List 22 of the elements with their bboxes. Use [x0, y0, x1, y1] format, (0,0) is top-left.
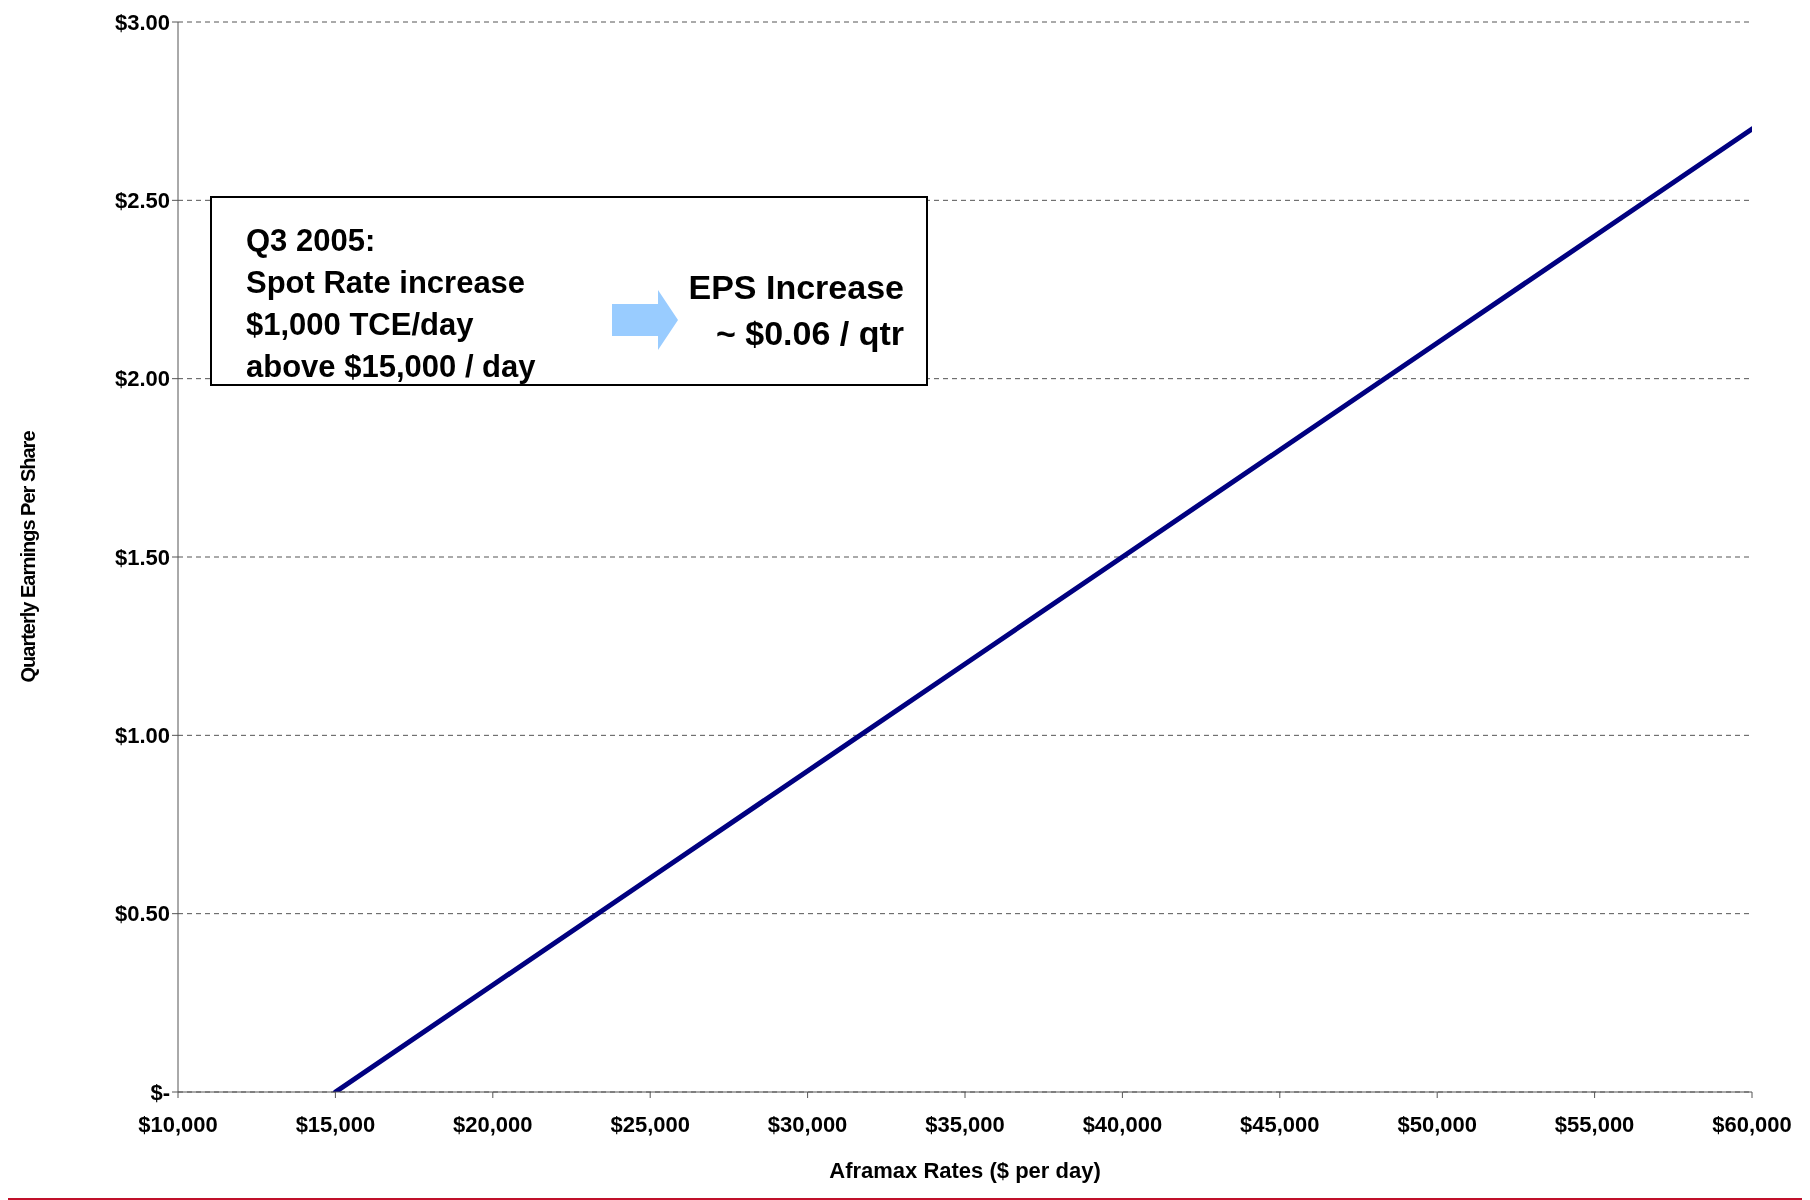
x-tick-label: $60,000	[1712, 1111, 1792, 1137]
y-tick-label: $2.00	[114, 366, 170, 392]
x-tick-label: $45,000	[1240, 1111, 1320, 1137]
x-tick-label: $25,000	[610, 1111, 690, 1137]
annotation: Q3 2005: Spot Rate increase $1,000 TCE/day above $15,000 / day	[246, 222, 536, 386]
y-tick-label: $-	[150, 1079, 170, 1105]
x-tick-label: $50,000	[1397, 1111, 1477, 1137]
annotation: EPS Increase ~ $0.06 / qtr	[688, 267, 904, 354]
y-tick-label: $2.50	[114, 188, 170, 214]
y-tick-label: $0.50	[114, 901, 170, 927]
y-axis-title: Quarterly Earnings Per Share	[17, 430, 40, 683]
x-tick-label: $40,000	[1082, 1111, 1163, 1137]
x-tick-label: $20,000	[453, 1111, 533, 1137]
x-axis-title: Aframax Rates ($ per day)	[829, 1158, 1101, 1183]
y-tick-label: $3.00	[114, 9, 170, 35]
x-tick-label: $10,000	[138, 1111, 218, 1137]
x-tick-label: $15,000	[295, 1111, 376, 1137]
y-tick-label: $1.00	[114, 723, 170, 749]
x-tick-label: $30,000	[767, 1111, 848, 1137]
x-tick-label: $35,000	[925, 1111, 1005, 1137]
y-tick-label: $1.50	[114, 544, 170, 570]
x-tick-label: $55,000	[1554, 1111, 1635, 1137]
